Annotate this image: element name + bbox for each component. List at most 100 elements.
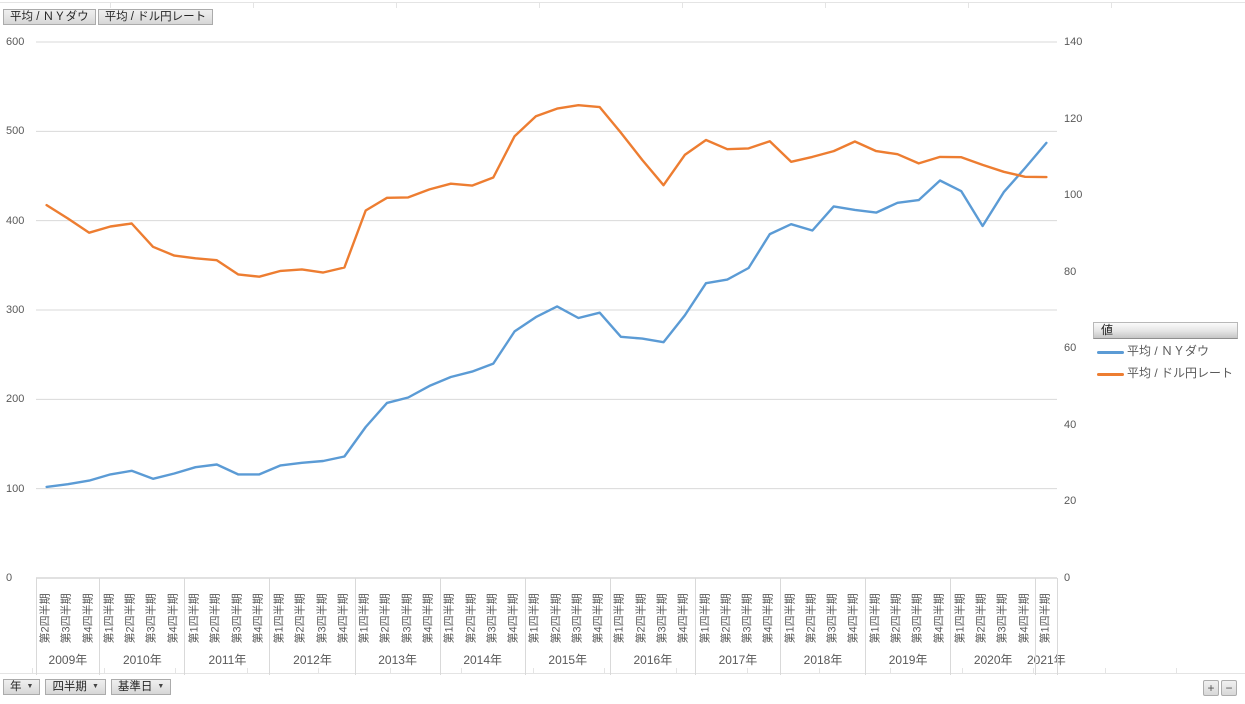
left-axis-tick-label: 600 bbox=[6, 36, 25, 48]
x-axis-quarter-label: 第2四半期 bbox=[465, 593, 478, 644]
x-axis-quarter-label: 第3四半期 bbox=[231, 593, 244, 644]
x-axis-quarter-label: 第2四半期 bbox=[635, 593, 648, 644]
category-group-separator bbox=[35, 578, 37, 675]
spreadsheet-column-border bbox=[390, 668, 391, 673]
x-axis-quarter-label: 第4四半期 bbox=[762, 593, 775, 644]
x-axis-quarter-label: 第1四半期 bbox=[358, 593, 371, 644]
spreadsheet-column-border bbox=[175, 668, 176, 673]
category-group-separator bbox=[99, 578, 101, 675]
right-axis-tick-label: 120 bbox=[1064, 112, 1083, 125]
x-axis-year-label: 2013年 bbox=[378, 653, 417, 667]
x-axis-quarter-label: 第4四半期 bbox=[677, 593, 690, 644]
x-axis-quarter-label: 第1四半期 bbox=[188, 593, 201, 644]
spreadsheet-column-border bbox=[968, 2, 969, 8]
category-group-separator bbox=[865, 578, 867, 675]
x-axis-quarter-label: 第1四半期 bbox=[613, 593, 626, 644]
x-axis-quarter-label: 第3四半期 bbox=[996, 593, 1009, 644]
x-axis-year-label: 2010年 bbox=[122, 653, 162, 667]
x-axis-quarter-label: 第1四半期 bbox=[443, 593, 456, 644]
filter-button-quarter[interactable]: 四半期 ▼ bbox=[45, 679, 106, 695]
drill-buttons: + − bbox=[1203, 680, 1237, 696]
x-axis-quarter-label: 第2四半期 bbox=[890, 593, 903, 644]
x-axis-quarter-label: 第2四半期 bbox=[550, 593, 563, 644]
x-axis-year-label: 2021年 bbox=[1027, 653, 1066, 667]
legend-item-label: 平均 / ドル円レート bbox=[1127, 366, 1234, 380]
x-axis-quarter-label: 第2四半期 bbox=[975, 593, 988, 644]
filter-button-basedate[interactable]: 基準日 ▼ bbox=[110, 679, 172, 695]
legend-values-field-button[interactable]: 値 bbox=[1093, 322, 1238, 339]
filter-button-basedate-label: 基準日 bbox=[117, 681, 153, 693]
x-axis-quarter-label: 第3四半期 bbox=[826, 593, 839, 644]
left-axis-tick-label: 0 bbox=[6, 572, 13, 584]
dropdown-arrow-icon: ▼ bbox=[157, 683, 165, 690]
dropdown-arrow-icon: ▼ bbox=[26, 683, 34, 690]
x-axis-quarter-label: 第1四半期 bbox=[869, 593, 882, 644]
expand-plus-button[interactable]: + bbox=[1203, 680, 1219, 696]
left-axis-tick-label: 200 bbox=[6, 393, 25, 406]
spreadsheet-column-border bbox=[890, 668, 891, 673]
category-group-separator bbox=[524, 578, 526, 675]
category-group-separator bbox=[439, 578, 441, 675]
right-axis-tick-label: 0 bbox=[1064, 572, 1071, 584]
spreadsheet-row-border bbox=[0, 2, 1245, 3]
x-axis-quarter-label: 第1四半期 bbox=[784, 593, 797, 644]
legend-swatch-nydow bbox=[1097, 351, 1124, 354]
pivot-field-button-doller-yen[interactable]: 平均 / ドル円レート bbox=[97, 9, 214, 25]
legend-swatch-dollar-yen bbox=[1097, 373, 1124, 376]
collapse-minus-button[interactable]: − bbox=[1221, 680, 1237, 696]
x-axis-quarter-label: 第3四半期 bbox=[656, 593, 669, 644]
x-axis-quarter-label: 第3四半期 bbox=[486, 593, 499, 644]
filter-button-year-label: 年 bbox=[10, 681, 22, 693]
spreadsheet-column-border bbox=[247, 668, 248, 673]
x-axis-year-label: 2018年 bbox=[803, 653, 843, 667]
left-axis-tick-label: 100 bbox=[6, 482, 25, 495]
x-axis-year-label: 2016年 bbox=[633, 653, 673, 667]
x-axis-quarter-label: 第2四半期 bbox=[294, 593, 307, 644]
left-axis-tick-label: 400 bbox=[6, 214, 25, 227]
spreadsheet-column-border bbox=[1105, 668, 1106, 673]
spreadsheet-column-border bbox=[461, 668, 462, 673]
category-group-separator bbox=[1035, 578, 1037, 675]
x-axis-quarter-label: 第2四半期 bbox=[379, 593, 392, 644]
series-line-dollar-yen bbox=[45, 103, 1048, 278]
x-axis-quarter-label: 第3四半期 bbox=[316, 593, 329, 644]
category-group-separator bbox=[779, 578, 781, 675]
x-axis-year-label: 2011年 bbox=[208, 653, 247, 667]
x-axis-year-label: 2020年 bbox=[973, 653, 1013, 667]
category-group-separator bbox=[950, 578, 952, 675]
pivot-field-buttons: 平均 / ＮＹダウ 平均 / ドル円レート bbox=[3, 9, 214, 25]
x-axis-quarter-label: 第4四半期 bbox=[507, 593, 520, 644]
spreadsheet-column-border bbox=[825, 2, 826, 8]
x-axis-quarter-label: 第1四半期 bbox=[528, 593, 541, 644]
spreadsheet-column-border bbox=[1111, 2, 1112, 8]
spreadsheet-column-border bbox=[676, 668, 677, 673]
x-axis-quarter-label: 第2四半期 bbox=[720, 593, 733, 644]
legend-item-label: 平均 / ＮＹダウ bbox=[1127, 344, 1210, 358]
x-axis-quarter-label: 第4四半期 bbox=[933, 593, 945, 644]
x-axis-quarter-label: 第2四半期 bbox=[209, 593, 222, 644]
x-axis-quarter-label: 第2四半期 bbox=[124, 593, 137, 644]
spreadsheet-column-border bbox=[533, 668, 534, 673]
x-axis-quarter-label: 第3四半期 bbox=[401, 593, 414, 644]
x-axis-quarter-label: 第1四半期 bbox=[1039, 593, 1052, 644]
spreadsheet-column-border bbox=[318, 668, 319, 673]
spreadsheet-column-border bbox=[1176, 668, 1177, 673]
x-axis-quarter-label: 第4四半期 bbox=[422, 593, 435, 644]
x-axis-quarter-label: 第1四半期 bbox=[103, 593, 116, 644]
axis-filter-buttons: 年 ▼ 四半期 ▼ 基準日 ▼ bbox=[3, 679, 172, 695]
right-axis-tick-label: 40 bbox=[1064, 418, 1077, 431]
x-axis-year-label: 2015年 bbox=[548, 653, 588, 667]
right-axis-tick-label: 60 bbox=[1064, 342, 1077, 355]
pivot-field-button-nydow-label: 平均 / ＮＹダウ bbox=[10, 11, 89, 23]
category-group-separator bbox=[269, 578, 271, 675]
filter-button-year[interactable]: 年 ▼ bbox=[3, 679, 41, 695]
x-axis-quarter-label: 第4四半期 bbox=[1018, 593, 1031, 644]
spreadsheet-column-border bbox=[747, 668, 748, 673]
x-axis-quarter-label: 第4四半期 bbox=[167, 593, 180, 644]
x-axis-quarter-label: 第4四半期 bbox=[82, 593, 95, 644]
spreadsheet-column-border bbox=[1033, 668, 1034, 673]
spreadsheet-column-border bbox=[110, 2, 111, 8]
pivot-field-button-nydow[interactable]: 平均 / ＮＹダウ bbox=[3, 9, 96, 25]
